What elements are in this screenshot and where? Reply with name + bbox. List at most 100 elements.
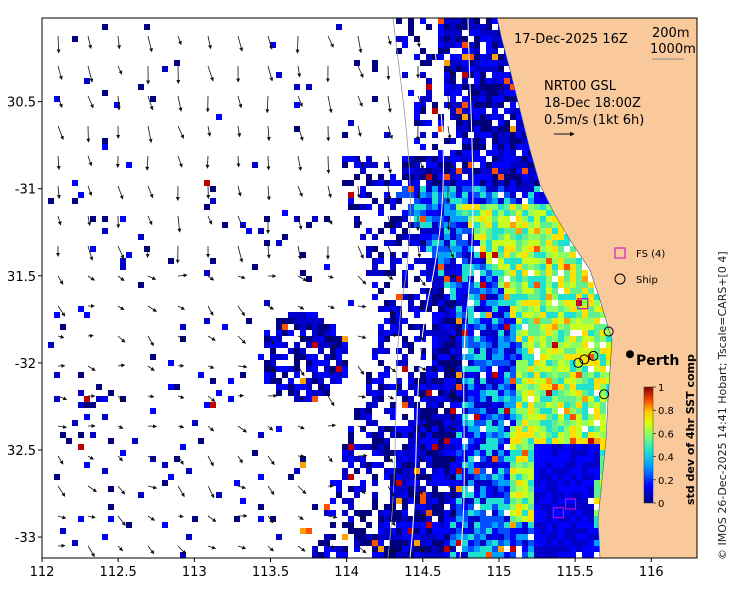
current-arrow	[267, 455, 275, 466]
current-arrow	[297, 515, 304, 520]
current-arrow	[417, 275, 426, 287]
current-arrow	[447, 425, 457, 431]
x-tick-label: 114	[334, 565, 359, 580]
fs-site-marker	[552, 507, 564, 519]
current-arrow	[237, 125, 242, 138]
current-arrow	[87, 245, 94, 261]
fs-legend-icon	[614, 247, 626, 259]
current-arrow	[417, 545, 424, 553]
current-arrow	[87, 275, 95, 281]
current-arrow	[237, 95, 243, 109]
current-arrow	[417, 335, 424, 341]
current-arrow	[177, 335, 186, 341]
current-arrow	[327, 185, 332, 199]
colorbar-tick-label: 0.4	[658, 453, 674, 464]
current-arrow	[357, 215, 362, 226]
current-arrow	[327, 455, 333, 463]
ship-marker	[603, 326, 614, 337]
current-arrow	[147, 335, 154, 347]
current-arrow	[417, 305, 424, 310]
current-vectors	[56, 35, 457, 558]
current-arrow	[447, 513, 457, 518]
current-arrow	[265, 95, 270, 114]
current-arrow	[297, 95, 303, 108]
current-arrow	[207, 335, 216, 341]
current-arrow	[207, 65, 214, 82]
current-arrow	[447, 125, 452, 140]
current-arrow	[147, 215, 153, 226]
current-arrow	[237, 245, 244, 263]
colorbar-tick-label: 0.8	[658, 406, 674, 417]
current-arrow	[236, 155, 241, 168]
current-arrow	[327, 395, 335, 407]
current-arrow	[147, 275, 157, 280]
current-arrow	[177, 35, 182, 46]
ship-marker	[599, 389, 610, 400]
current-arrow	[387, 305, 394, 316]
current-arrow	[297, 545, 306, 552]
current-arrow	[266, 125, 271, 142]
current-arrow	[117, 395, 124, 402]
current-arrow	[147, 545, 155, 555]
current-arrow	[207, 455, 214, 467]
current-arrow	[57, 455, 64, 465]
current-arrow	[87, 35, 93, 50]
current-arrow	[357, 394, 367, 399]
isobath-lines	[387, 18, 474, 558]
current-arrow	[387, 95, 392, 113]
x-tick-label: 115.5	[557, 565, 594, 580]
current-arrow	[387, 515, 396, 526]
current-arrow	[57, 424, 67, 429]
current-arrow	[207, 125, 212, 137]
current-arrow	[237, 393, 245, 398]
current-arrow	[57, 485, 66, 497]
y-tick-label: 31.5	[7, 270, 36, 285]
current-arrow	[327, 365, 333, 376]
current-arrow	[57, 515, 67, 520]
current-arrow	[87, 545, 95, 558]
current-arrow	[266, 155, 271, 171]
current-arrow	[417, 245, 422, 259]
current-arrow	[117, 245, 125, 260]
isobath-label-200m: 200m	[652, 26, 689, 41]
current-arrow	[57, 395, 68, 401]
current-arrow	[387, 125, 393, 140]
current-arrow	[327, 35, 334, 48]
current-arrow	[147, 394, 155, 399]
current-arrow	[147, 95, 154, 111]
current-arrow	[267, 485, 275, 496]
current-arrow	[207, 305, 214, 316]
current-arrow	[177, 455, 184, 465]
current-arrow	[447, 545, 454, 550]
current-arrow	[56, 185, 61, 200]
current-arrow	[267, 425, 274, 431]
current-arrow	[57, 65, 63, 80]
current-arrow	[297, 125, 304, 141]
current-arrow	[417, 365, 427, 371]
x-tick-label: 112.5	[100, 565, 137, 580]
current-arrow	[117, 35, 122, 50]
x-tick-label: 116	[639, 565, 664, 580]
current-arrow	[207, 215, 213, 225]
current-arrow	[117, 305, 125, 311]
current-arrow	[447, 245, 454, 259]
current-arrow	[447, 65, 453, 76]
fs-site-markers	[552, 298, 589, 519]
current-arrow	[446, 95, 451, 111]
ship-marker	[579, 354, 590, 365]
current-arrow	[297, 185, 303, 198]
fs-site-marker	[564, 498, 577, 510]
perth-label: Perth	[636, 353, 679, 369]
current-arrow	[117, 545, 124, 552]
current-arrow	[327, 514, 338, 519]
current-arrow	[327, 274, 334, 279]
current-arrow	[446, 215, 451, 231]
colorbar-tick-label: 0	[658, 499, 664, 510]
current-arrow	[147, 125, 153, 143]
current-arrow	[207, 35, 212, 50]
y-axis: 30.5 -31 31.5 -32 32.5 -33	[7, 96, 42, 546]
current-arrow	[387, 215, 393, 230]
current-arrow	[357, 125, 362, 137]
current-arrow	[357, 545, 367, 554]
current-arrow	[237, 485, 247, 490]
